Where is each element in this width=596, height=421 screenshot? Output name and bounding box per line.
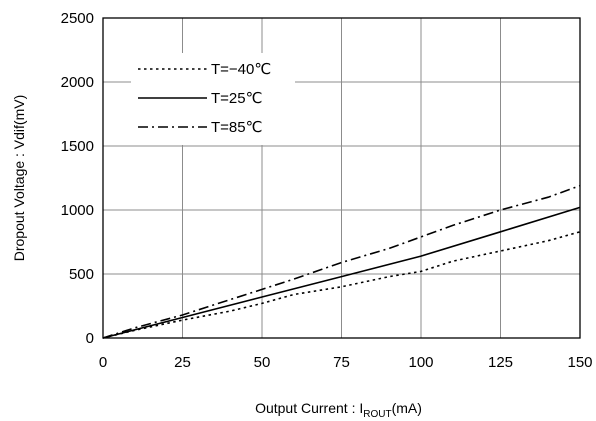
legend-label-1: T=−40℃: [211, 61, 271, 78]
series-line-2: [102, 206, 581, 339]
x-axis-title-subscript: ROUT: [363, 409, 391, 420]
x-tick-label: 125: [488, 354, 513, 371]
y-tick-label: 0: [86, 330, 94, 347]
y-tick-label: 2500: [61, 10, 94, 27]
legend-label-3: T=85℃: [211, 119, 262, 136]
legend-label-2: T=25℃: [211, 90, 262, 107]
x-tick-label: 75: [333, 354, 350, 371]
series-line-3: [102, 184, 581, 339]
y-tick-label: 1500: [61, 138, 94, 155]
y-axis-tick-labels: 0 500 1000 1500 2000 2500: [61, 10, 94, 347]
x-tick-label: 0: [99, 354, 107, 371]
x-tick-label: 150: [567, 354, 592, 371]
y-tick-label: 500: [69, 266, 94, 283]
series-lines: [102, 184, 581, 339]
y-axis-title: Dropout Voltage : Vdif(mV): [11, 95, 27, 262]
x-axis-title: Output Current : IROUT(mA): [255, 400, 422, 420]
x-tick-label: 100: [408, 354, 433, 371]
x-axis-title-unit: (mA): [392, 400, 422, 416]
y-tick-label: 2000: [61, 74, 94, 91]
x-tick-label: 50: [254, 354, 271, 371]
x-tick-label: 25: [174, 354, 191, 371]
y-tick-label: 1000: [61, 202, 94, 219]
plot-area-frame: [102, 17, 581, 339]
legend: T=−40℃ T=25℃ T=85℃: [138, 61, 271, 136]
x-axis-title-main: Output Current : I: [255, 400, 363, 416]
x-axis-tick-labels: 0 25 50 75 100 125 150: [99, 354, 593, 371]
